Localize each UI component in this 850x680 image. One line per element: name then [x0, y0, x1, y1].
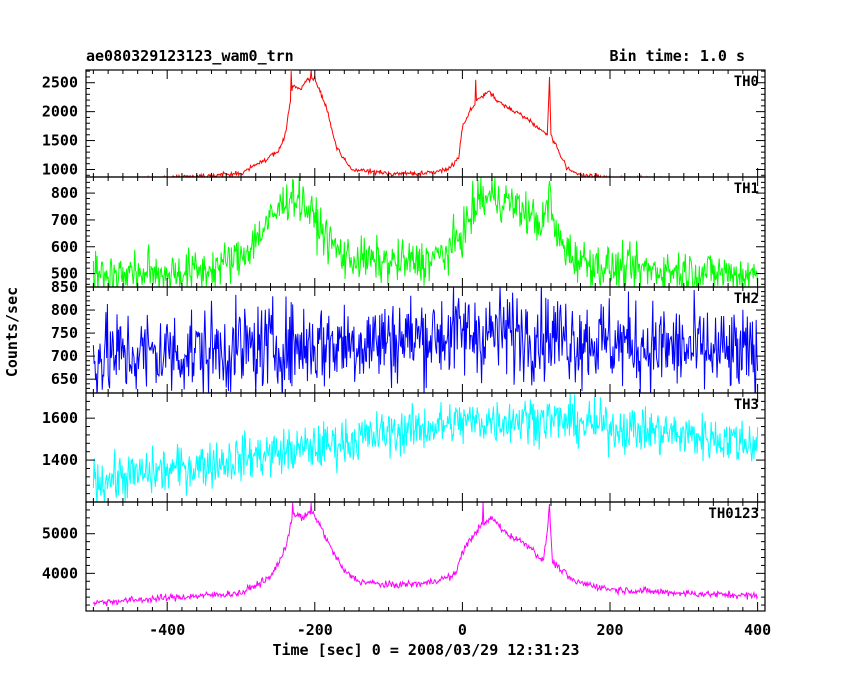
panel-frame [85, 392, 766, 503]
panel-label: TH1 [734, 181, 759, 197]
series-line-th3 [92, 393, 759, 502]
y-tick-label: 800 [51, 184, 78, 202]
bin-time-label: Bin time: 1.0 s [610, 47, 745, 65]
y-tick-label: 650 [51, 370, 78, 388]
panel-th3: 1400 1600 TH3 [42, 392, 766, 503]
x-tick-label: -200 [297, 621, 333, 639]
y-tick-label: 700 [51, 211, 78, 229]
y-tick-label: 850 [51, 278, 78, 296]
series-line-th0123 [92, 502, 759, 607]
y-tick-label: 500 [51, 265, 78, 283]
y-tick-label: 2000 [42, 103, 78, 121]
series-line-th2 [92, 287, 759, 393]
y-tick-label: 1400 [42, 451, 78, 469]
y-tick-label: 700 [51, 347, 78, 365]
panel-th1: 500 600 700 800 TH1 [51, 176, 766, 288]
panel-th0: 1000 1500 2000 2500 TH0 [42, 69, 766, 178]
x-tick-label: 0 [458, 621, 467, 639]
y-axis-label: Counts/sec [3, 287, 21, 377]
y-tick-label: 750 [51, 324, 78, 342]
panel-label: TH0 [734, 74, 759, 90]
panel-label: TH2 [734, 291, 759, 307]
panel-frame [85, 501, 766, 612]
panel-label: TH0123 [708, 506, 759, 522]
x-tick-label: -400 [149, 621, 185, 639]
x-tick-labels: -400 -200 0 200 400 [149, 621, 771, 639]
series-line-th0 [122, 70, 687, 177]
chart-title: ae080329123123_wam0_trn [86, 47, 294, 65]
y-tick-label: 600 [51, 238, 78, 256]
panel-label: TH3 [734, 397, 759, 413]
panels-group: 1000 1500 2000 2500 TH0 500 600 700 800 TH1 650 700… [42, 69, 766, 612]
series-line-th1 [92, 177, 759, 287]
x-tick-label: 400 [744, 621, 771, 639]
y-tick-label: 1600 [42, 409, 78, 427]
y-tick-label: 5000 [42, 525, 78, 543]
y-tick-label: 800 [51, 301, 78, 319]
panel-frame [85, 69, 766, 178]
y-tick-label: 4000 [42, 564, 78, 582]
y-tick-label: 1000 [42, 160, 78, 178]
y-tick-label: 1500 [42, 132, 78, 150]
x-tick-label: 200 [596, 621, 623, 639]
x-axis-label: Time [sec] 0 = 2008/03/29 12:31:23 [272, 641, 579, 659]
panel-th0123: 4000 5000 TH0123 [42, 501, 766, 612]
y-tick-label: 2500 [42, 74, 78, 92]
